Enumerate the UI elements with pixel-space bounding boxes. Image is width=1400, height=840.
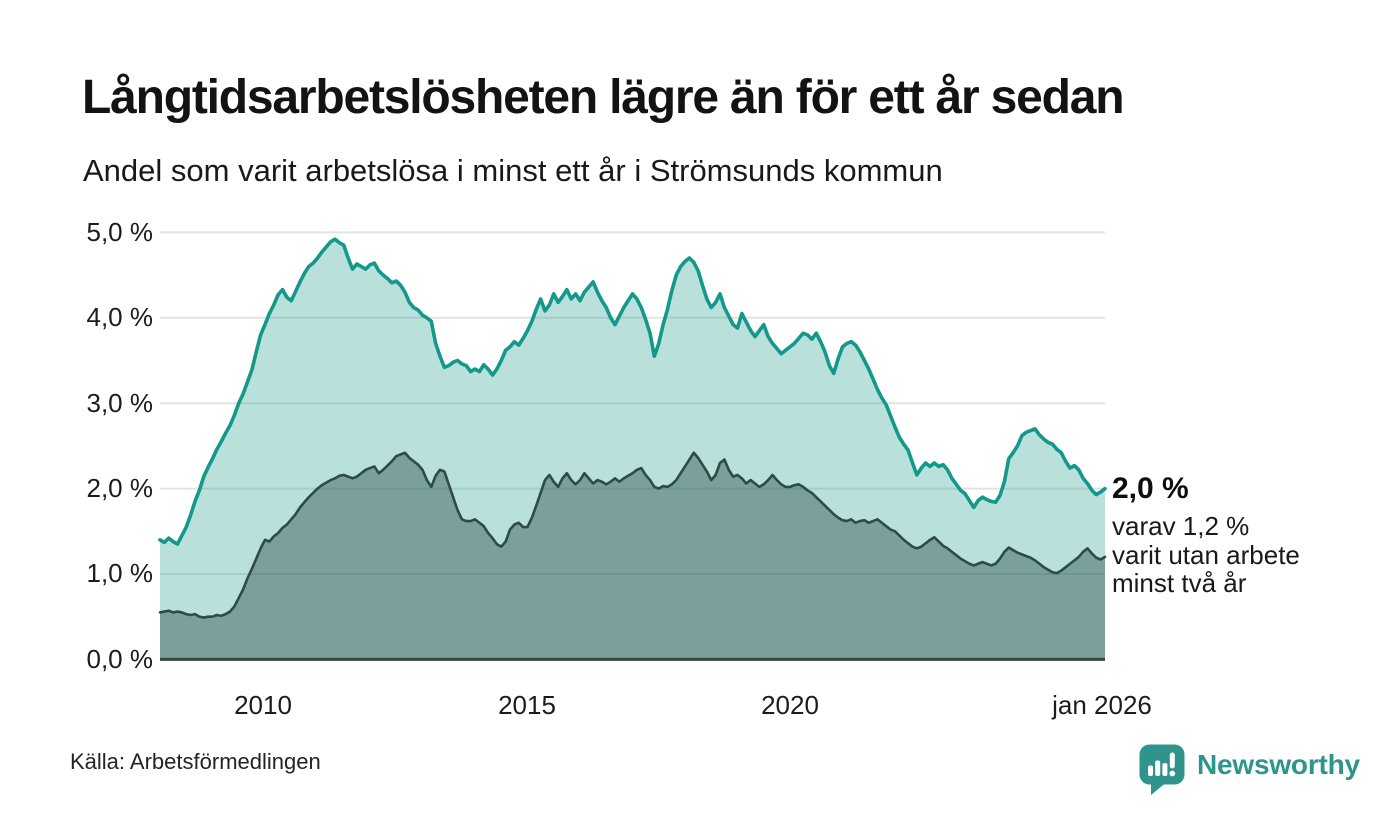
y-axis-tick-2: 2,0 % [86,473,154,503]
chart-subtitle: Andel som varit arbetslösa i minst ett å… [83,153,943,188]
annotation-line-2: varit utan arbete [1112,539,1300,570]
newsworthy-logo-icon [1139,744,1185,795]
y-axis-tick-3: 3,0 % [86,388,154,418]
y-axis-tick-1: 1,0 % [86,558,154,588]
end-value-annotation: 2,0 % varav 1,2 % varit utan arbete mins… [1112,472,1382,598]
y-axis-tick-5: 5,0 % [86,217,154,247]
x-axis-tick-2010: 2010 [234,690,292,720]
page-title: Långtidsarbetslösheten lägre än för ett … [82,71,1125,124]
source-credit: Källa: Arbetsförmedlingen [70,749,321,774]
x-axis-tick-jan-2026: jan 2026 [1052,690,1152,720]
x-axis-tick-2020: 2020 [761,690,819,720]
x-axis-tick-2015: 2015 [498,690,556,720]
newsworthy-logo-text: Newsworthy [1197,749,1360,780]
annotation-latest-value: 2,0 % [1112,472,1189,505]
annotation-line-1: varav 1,2 % [1112,511,1250,541]
y-axis-tick-0: 0,0 % [86,644,154,674]
newsworthy-logo: Newsworthy [1138,739,1360,801]
y-axis-tick-4: 4,0 % [86,302,154,332]
annotation-line-3: minst två år [1112,568,1247,598]
